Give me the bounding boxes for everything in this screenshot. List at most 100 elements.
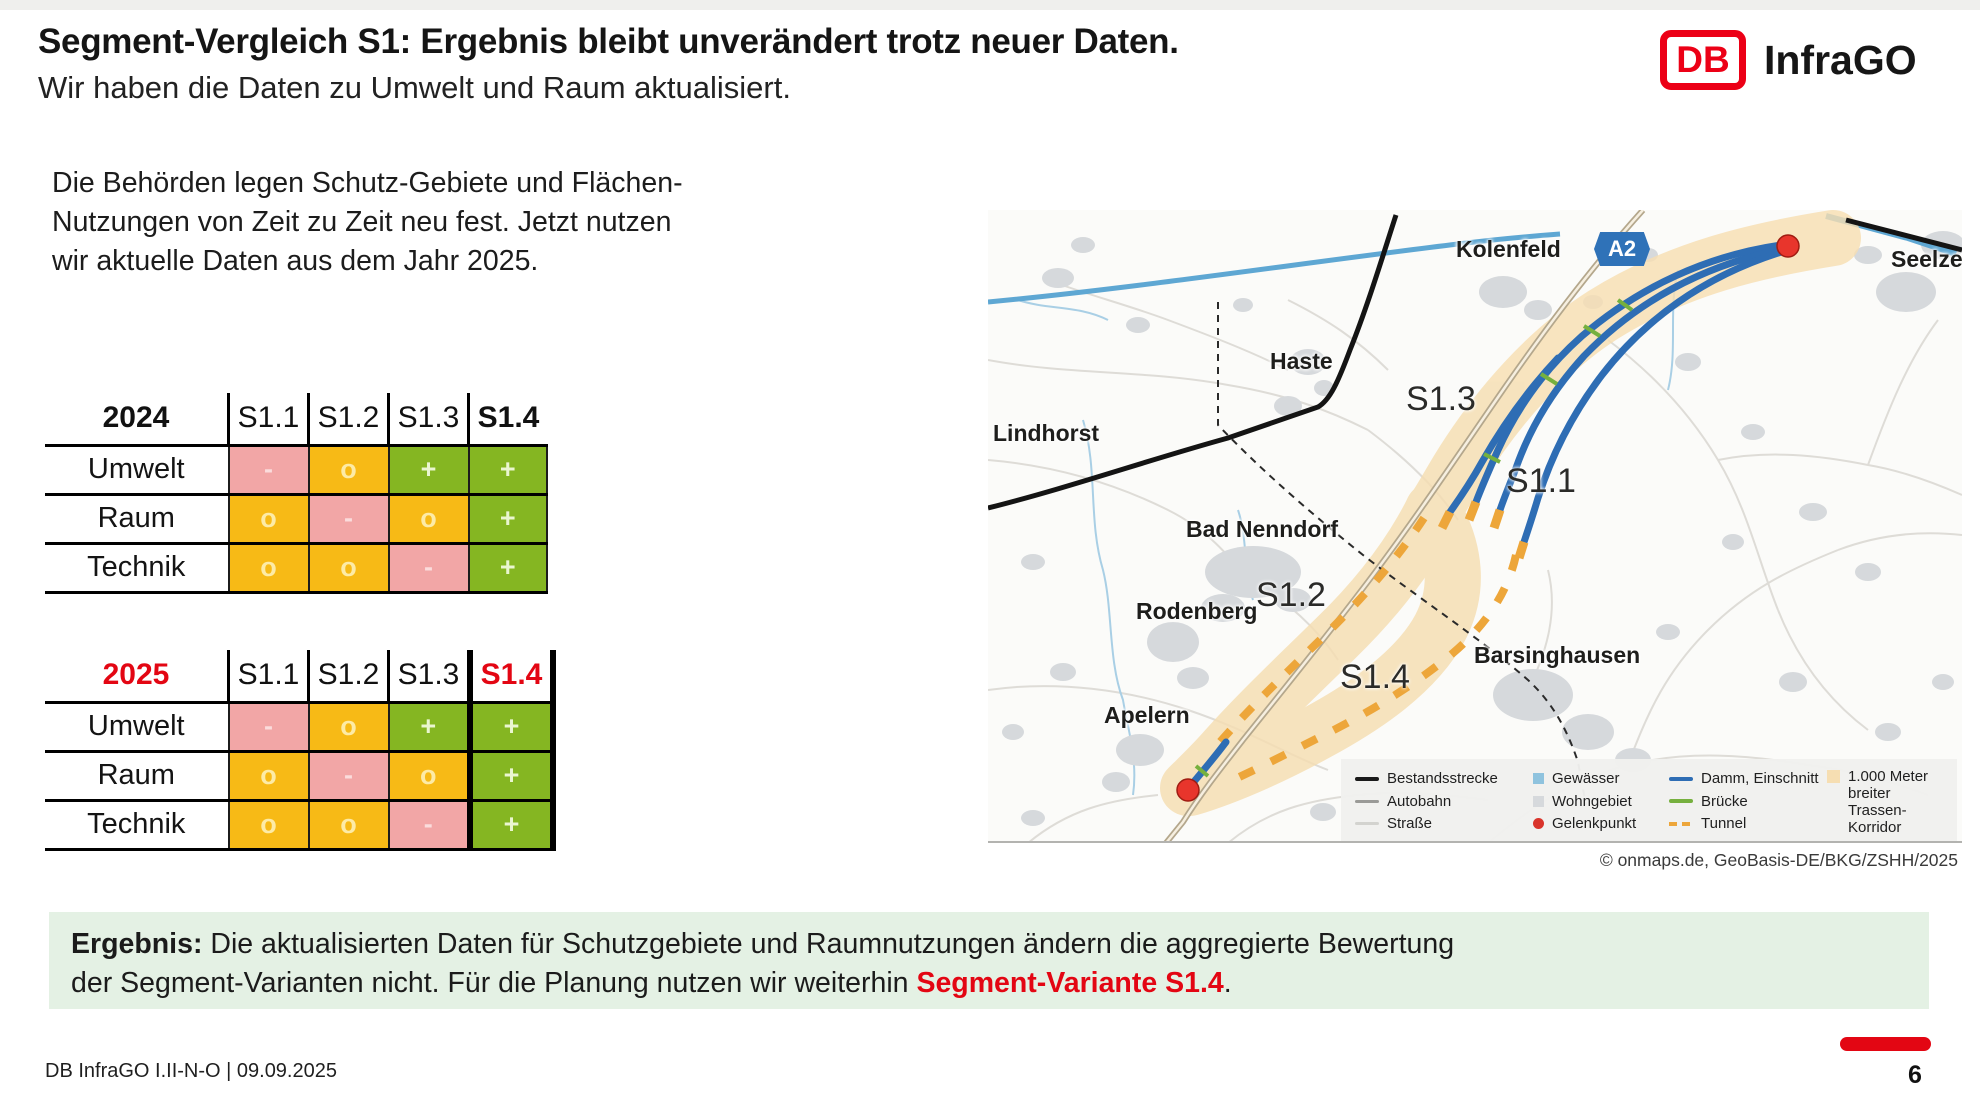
rating-table-2024: 2024 S1.1 S1.2 S1.3 S1.4 Umwelt - o + + …: [45, 393, 548, 594]
map-label-lindhorst: Lindhorst: [993, 420, 1100, 446]
legend-item: Bestandsstrecke: [1355, 768, 1533, 789]
legend-item: Damm, Einschnitt: [1669, 768, 1827, 789]
column-header: S1.3: [387, 650, 470, 702]
column-header: S1.2: [307, 650, 389, 702]
segment-label-s12: S1.2: [1256, 576, 1326, 614]
legend-label: Damm, Einschnitt: [1701, 770, 1819, 787]
joint-point-south: [1176, 778, 1200, 802]
rating-cell: -: [307, 492, 390, 544]
tunnel-dashes: [1216, 515, 1520, 784]
orange-dash-icon: [1669, 821, 1693, 826]
rating-cell: o: [307, 443, 390, 495]
map-label-apelern: Apelern: [1104, 702, 1190, 728]
legend-item: Wohngebiet: [1533, 791, 1669, 812]
rating-cell: o: [307, 798, 390, 851]
table-row: Technik o o - +: [45, 541, 548, 594]
segment-label-s11: S1.1: [1506, 462, 1576, 500]
column-header-s14: S1.4: [467, 393, 547, 445]
map-label-seelze: Seelze: [1891, 246, 1963, 272]
rating-cell: o: [227, 798, 310, 851]
legend-label: 1.000 Meter breiter Trassen-Korridor: [1848, 768, 1929, 836]
row-label: Raum: [45, 749, 229, 800]
legend-label: Autobahn: [1387, 792, 1452, 810]
rating-cell: -: [387, 541, 470, 594]
result-highlight: Segment-Variante S1.4: [916, 967, 1224, 999]
lightgray-line-icon: [1355, 822, 1379, 825]
legend-item: Brücke: [1669, 791, 1827, 812]
rating-cell: -: [227, 443, 310, 495]
rating-cell: o: [227, 492, 310, 544]
rating-cell: o: [307, 541, 390, 594]
rating-cell: +: [467, 798, 556, 851]
legend-column-structures: Damm, Einschnitt Brücke Tunnel: [1669, 768, 1827, 834]
table-row: Technik o o - +: [45, 798, 556, 851]
rating-cell: -: [387, 798, 471, 851]
rating-cell: +: [467, 700, 556, 752]
legend-label: Brücke: [1701, 792, 1748, 810]
rating-cell: +: [387, 700, 471, 752]
db-infrago-logo: DB InfraGO: [1660, 30, 1917, 90]
column-header: S1.1: [227, 650, 309, 702]
gray-line-icon: [1355, 799, 1379, 803]
blue-square-icon: [1533, 773, 1544, 784]
intro-line-3: wir aktuelle Daten aus dem Jahr 2025.: [52, 245, 539, 277]
rating-cell: +: [467, 443, 548, 495]
intro-line-1: Die Behörden legen Schutz-Gebiete und Fl…: [52, 167, 683, 199]
footer-source-date: DB InfraGO I.II-N-O | 09.09.2025: [45, 1060, 337, 1082]
legend-item: 1.000 Meter breiter Trassen-Korridor: [1827, 768, 1947, 836]
rating-cell: o: [227, 541, 310, 594]
boundary-dashed-line: [1217, 302, 1587, 806]
intro-paragraph: Die Behörden legen Schutz-Gebiete und Fl…: [52, 164, 683, 281]
table-row: Umwelt - o + +: [45, 443, 548, 495]
row-label: Technik: [45, 798, 229, 851]
bridge-ticks: [1194, 298, 1634, 778]
legend-label: Tunnel: [1701, 815, 1747, 832]
rating-cell: o: [387, 749, 471, 801]
tan-square-icon: [1827, 770, 1840, 783]
column-header-s14-highlighted: S1.4: [467, 650, 556, 702]
map-legend: Bestandsstrecke Autobahn Straße Gewässer: [1341, 759, 1957, 843]
legend-column-lines: Bestandsstrecke Autobahn Straße: [1355, 768, 1533, 834]
result-prefix: Ergebnis:: [71, 928, 203, 960]
row-label: Raum: [45, 492, 229, 543]
row-label: Technik: [45, 541, 229, 594]
result-suffix: .: [1223, 967, 1232, 999]
segment-label-s14: S1.4: [1340, 658, 1410, 696]
column-header: S1.1: [227, 393, 309, 445]
rating-cell: o: [227, 749, 310, 801]
blue-line-icon: [1669, 776, 1693, 781]
map-bottom-border: [988, 841, 1962, 843]
table-row: Raum o - o +: [45, 492, 548, 544]
segment-label-s13: S1.3: [1406, 380, 1476, 418]
page-number: 6: [1908, 1061, 1922, 1089]
green-line-icon: [1669, 799, 1693, 803]
route-map: Kolenfeld A2 Seelze Haste S1.3 Lindhorst…: [988, 210, 1963, 870]
legend-column-corridor: 1.000 Meter breiter Trassen-Korridor: [1827, 768, 1947, 836]
table-row: Raum o - o +: [45, 749, 556, 801]
top-edge-strip: [0, 0, 1980, 10]
legend-item: Autobahn: [1355, 791, 1533, 812]
legend-label: Gewässer: [1552, 770, 1620, 787]
legend-item: Straße: [1355, 813, 1533, 834]
tunnel-portal-caps: [1437, 500, 1529, 560]
logo-product-name: InfraGO: [1764, 36, 1917, 83]
table-year-2025: 2025: [102, 658, 170, 692]
legend-label: Bestandsstrecke: [1387, 770, 1498, 787]
row-label: Umwelt: [45, 700, 229, 751]
db-logo-icon: DB: [1660, 30, 1746, 90]
rating-cell: +: [387, 443, 470, 495]
column-header: S1.2: [307, 393, 389, 445]
legend-label: Gelenkpunkt: [1552, 815, 1637, 832]
map-label-kolenfeld: Kolenfeld: [1456, 236, 1561, 262]
rating-cell: -: [227, 700, 310, 752]
red-dot-icon: [1533, 818, 1544, 829]
rating-cell: +: [467, 541, 548, 594]
rating-cell: o: [307, 700, 390, 752]
rating-cell: -: [307, 749, 390, 801]
a2-motorway-badge: A2: [1594, 232, 1650, 266]
joint-point-north: [1776, 234, 1800, 258]
legend-label: Straße: [1387, 815, 1433, 832]
page-subtitle: Wir haben die Daten zu Umwelt und Raum a…: [38, 70, 791, 105]
intro-line-2: Nutzungen von Zeit zu Zeit neu fest. Jet…: [52, 206, 672, 238]
settlement-areas: [1002, 231, 1962, 826]
